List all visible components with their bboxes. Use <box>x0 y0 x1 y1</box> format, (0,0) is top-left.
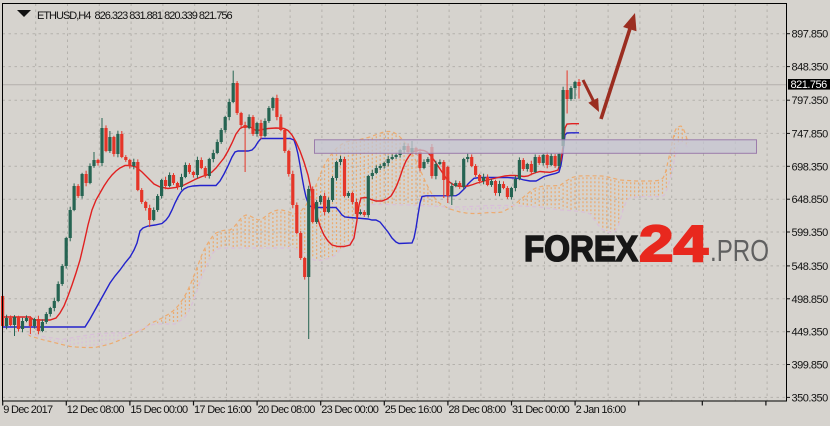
svg-text:FOREX: FOREX <box>524 228 638 269</box>
svg-text:20 Dec 08:00: 20 Dec 08:00 <box>258 404 316 416</box>
svg-text:548.350: 548.350 <box>792 261 829 273</box>
svg-text:350.350: 350.350 <box>792 392 829 404</box>
svg-text:24: 24 <box>639 215 709 272</box>
svg-text:897.850: 897.850 <box>792 29 829 41</box>
svg-text:12 Dec 08:00: 12 Dec 08:00 <box>67 404 125 416</box>
svg-text:399.850: 399.850 <box>792 360 829 372</box>
svg-text:17 Dec 16:00: 17 Dec 16:00 <box>194 404 252 416</box>
svg-text:797.350: 797.350 <box>792 95 829 107</box>
svg-text:747.850: 747.850 <box>792 128 829 140</box>
svg-text:.PRO: .PRO <box>710 233 769 268</box>
svg-text:ETHUSD,H4 826.323 831.881 820: ETHUSD,H4 826.323 831.881 820.339 821.75… <box>37 10 233 22</box>
svg-text:698.350: 698.350 <box>792 161 829 173</box>
svg-text:599.350: 599.350 <box>792 227 829 239</box>
svg-text:498.850: 498.850 <box>792 294 829 306</box>
svg-text:15 Dec 00:00: 15 Dec 00:00 <box>130 404 188 416</box>
svg-text:25 Dec 16:00: 25 Dec 16:00 <box>385 404 443 416</box>
svg-text:28 Dec 08:00: 28 Dec 08:00 <box>448 404 506 416</box>
svg-text:648.850: 648.850 <box>792 194 829 206</box>
svg-text:848.350: 848.350 <box>792 62 829 74</box>
svg-text:821.756: 821.756 <box>791 79 828 91</box>
svg-text:31 Dec 00:00: 31 Dec 00:00 <box>512 404 570 416</box>
svg-text:23 Dec 00:00: 23 Dec 00:00 <box>321 404 379 416</box>
svg-text:9 Dec 2017: 9 Dec 2017 <box>3 404 53 416</box>
svg-text:449.350: 449.350 <box>792 327 829 339</box>
svg-text:2 Jan 16:00: 2 Jan 16:00 <box>576 404 626 416</box>
